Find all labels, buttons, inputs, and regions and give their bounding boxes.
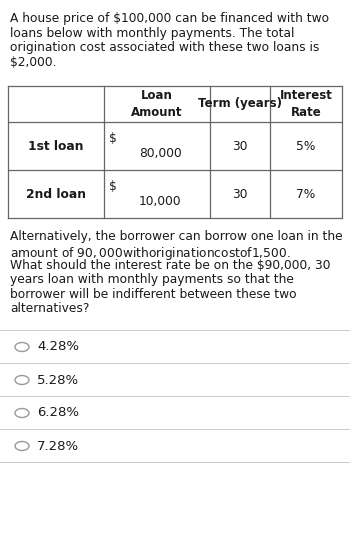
Text: $2,000.: $2,000. (10, 56, 56, 68)
Text: origination cost associated with these two loans is: origination cost associated with these t… (10, 41, 319, 54)
Text: $: $ (109, 133, 117, 145)
Text: 7.28%: 7.28% (37, 440, 79, 453)
Text: Loan
Amount: Loan Amount (131, 89, 183, 118)
Text: Term (years): Term (years) (198, 98, 282, 110)
Text: 30: 30 (232, 187, 248, 200)
Text: 2nd loan: 2nd loan (26, 187, 86, 200)
Text: 80,000: 80,000 (139, 146, 181, 159)
Text: amount of $90,000 with origination cost of $1,500.: amount of $90,000 with origination cost … (10, 245, 291, 262)
Text: A house price of $100,000 can be financed with two: A house price of $100,000 can be finance… (10, 12, 329, 25)
Text: borrower will be indifferent between these two: borrower will be indifferent between the… (10, 288, 297, 301)
Text: 5.28%: 5.28% (37, 373, 79, 387)
Text: 6.28%: 6.28% (37, 407, 79, 419)
Text: loans below with monthly payments. The total: loans below with monthly payments. The t… (10, 27, 294, 39)
Text: Alternatively, the borrower can borrow one loan in the: Alternatively, the borrower can borrow o… (10, 230, 343, 243)
Text: What should the interest rate be on the $90,000, 30: What should the interest rate be on the … (10, 259, 330, 272)
Text: years loan with monthly payments so that the: years loan with monthly payments so that… (10, 274, 294, 287)
Text: 30: 30 (232, 139, 248, 152)
Text: 5%: 5% (296, 139, 316, 152)
Text: alternatives?: alternatives? (10, 302, 89, 316)
Text: 4.28%: 4.28% (37, 341, 79, 353)
Text: 1st loan: 1st loan (28, 139, 84, 152)
Text: 10,000: 10,000 (139, 194, 181, 207)
Text: $: $ (109, 181, 117, 193)
Text: 7%: 7% (296, 187, 316, 200)
Text: Interest
Rate: Interest Rate (280, 89, 332, 118)
